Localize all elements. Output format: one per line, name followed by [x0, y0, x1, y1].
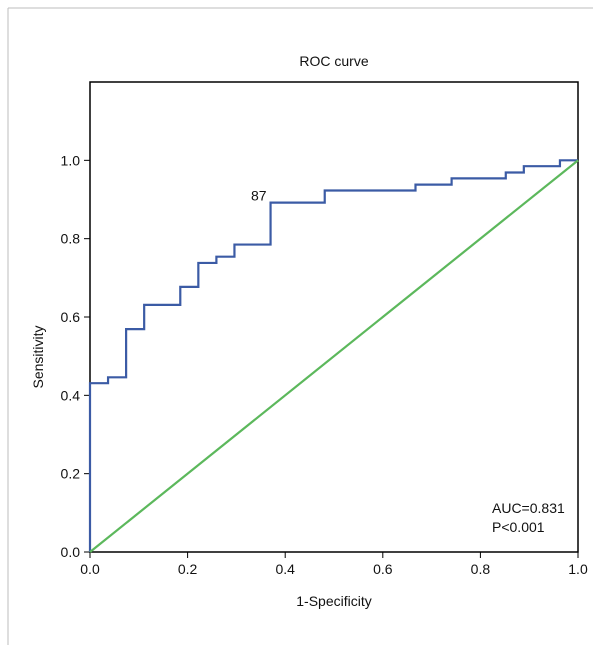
x-tick-label-2: 0.4	[275, 561, 295, 577]
x-axis-title: 1-Specificity	[296, 593, 371, 609]
x-tick-label-3: 0.6	[373, 561, 393, 577]
y-tick-label-0: 0.0	[61, 544, 81, 560]
plot-area-frame	[89, 81, 579, 553]
chart-title: ROC curve	[299, 53, 368, 69]
reference-diagonal-line	[89, 159, 579, 553]
y-axis-ticks: 0.0 0.2 0.4 0.6 0.8 1.0	[61, 152, 90, 560]
x-tick-label-0: 0.0	[80, 561, 100, 577]
cutoff-point-label: 87	[251, 188, 267, 204]
auc-annotation: AUC=0.831	[492, 500, 565, 516]
y-axis-title: Sensitivity	[30, 325, 46, 388]
series-lines	[88, 159, 579, 553]
x-tick-label-1: 0.2	[178, 561, 198, 577]
y-tick-label-5: 1.0	[61, 152, 81, 168]
x-tick-label-5: 1.0	[568, 561, 588, 577]
y-tick-label-2: 0.4	[61, 387, 81, 403]
roc-curve-line	[88, 159, 578, 552]
y-tick-label-1: 0.2	[61, 466, 81, 482]
y-tick-label-4: 0.8	[61, 231, 81, 247]
x-tick-label-4: 0.8	[471, 561, 491, 577]
y-tick-label-3: 0.6	[61, 309, 81, 325]
p-value-annotation: P<0.001	[492, 519, 545, 535]
x-axis-ticks: 0.0 0.2 0.4 0.6 0.8 1.0	[80, 552, 588, 577]
